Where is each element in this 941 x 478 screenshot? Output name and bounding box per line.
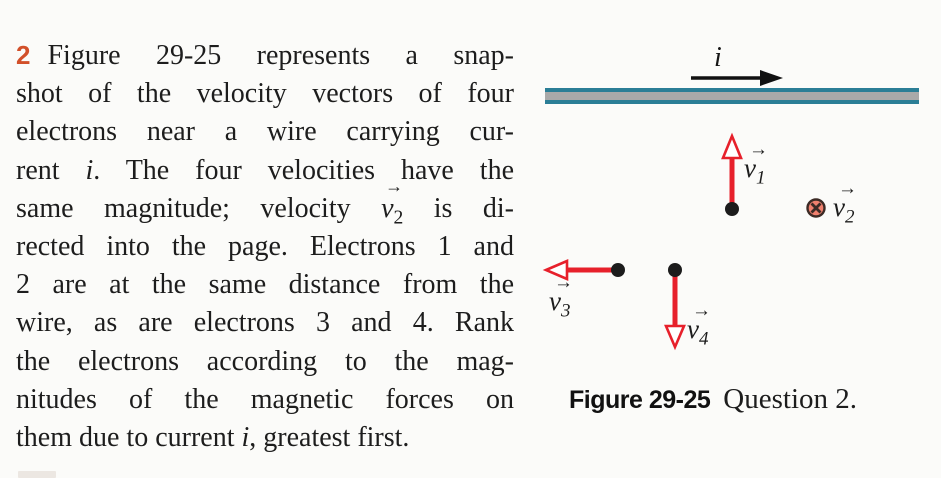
italic-current-symbol: i xyxy=(241,422,250,454)
text-line: them due to current i, greatest first. xyxy=(16,422,410,454)
vector-arrow-icon: → xyxy=(554,272,573,293)
text-line: wire, as are electrons 3 and 4. Rank xyxy=(16,307,514,339)
v2-label: → v2 xyxy=(833,179,857,228)
vector-symbol: → v2 xyxy=(381,175,404,229)
vector-arrow-icon: → xyxy=(692,300,711,321)
v1-arrow-head xyxy=(721,132,743,160)
v2-label-base: v xyxy=(833,192,845,222)
v4-label-sub: 4 xyxy=(698,328,709,350)
v3-label-sub: 3 xyxy=(560,300,571,322)
v3-label-base: v xyxy=(549,286,561,316)
v3-arrow-head xyxy=(542,259,569,281)
text-line: 2 are at the same distance from the xyxy=(16,269,514,301)
v1-label-base: v xyxy=(744,153,756,183)
question-number: 2 xyxy=(16,40,31,70)
v3-label: → v3 xyxy=(549,273,573,322)
v1-vector xyxy=(721,132,743,216)
into-page-cross xyxy=(810,202,822,214)
vector-arrow-icon: → xyxy=(385,175,404,196)
electron-4-dot xyxy=(668,263,682,277)
figure-caption-label: Figure 29-25 xyxy=(569,386,711,414)
wire xyxy=(545,88,919,104)
figure-caption: Figure 29-25 Question 2. xyxy=(569,383,857,416)
electron-3-dot xyxy=(611,263,625,277)
text-line: nitudes of the magnetic forces on xyxy=(16,383,514,415)
figure-svg xyxy=(542,70,919,351)
v4-arrow-head xyxy=(664,324,686,351)
text-line: electrons near a wire carrying cur- xyxy=(16,116,514,148)
current-arrow-head xyxy=(760,70,783,86)
figure-panel xyxy=(520,0,941,478)
text-line: 2 Figure 29-25 represents a snap- xyxy=(16,40,514,71)
current-arrow xyxy=(691,70,783,86)
page-artifact xyxy=(18,471,56,478)
v2-label-sub: 2 xyxy=(844,206,855,228)
text-line: same magnitude; velocity → v2 is di- xyxy=(16,175,515,229)
text-line: shot of the velocity vectors of four xyxy=(16,78,514,110)
text-line: rected into the page. Electrons 1 and xyxy=(16,231,514,263)
text-line: the electrons according to the mag- xyxy=(16,345,514,377)
v4-label-base: v xyxy=(687,314,699,344)
problem-text: 2 Figure 29-25 represents a snap-shot of … xyxy=(16,36,514,457)
vector-arrow-icon: → xyxy=(838,178,857,199)
vector-arrow-icon: → xyxy=(749,139,768,160)
v1-label-sub: 1 xyxy=(755,167,766,189)
figure-caption-text: Question 2. xyxy=(723,383,857,415)
v2-into-page-symbol xyxy=(806,198,826,218)
v4-label: → v4 xyxy=(687,301,711,350)
v1-label: → v1 xyxy=(744,140,768,189)
text-line: rent i. The four velocities have the xyxy=(16,154,514,186)
v3-vector xyxy=(542,259,625,281)
current-label: i xyxy=(714,42,722,73)
wire-core xyxy=(545,92,919,100)
italic-current-symbol: i xyxy=(85,154,94,186)
electron-1-dot xyxy=(725,202,739,216)
v4-vector xyxy=(664,263,686,351)
